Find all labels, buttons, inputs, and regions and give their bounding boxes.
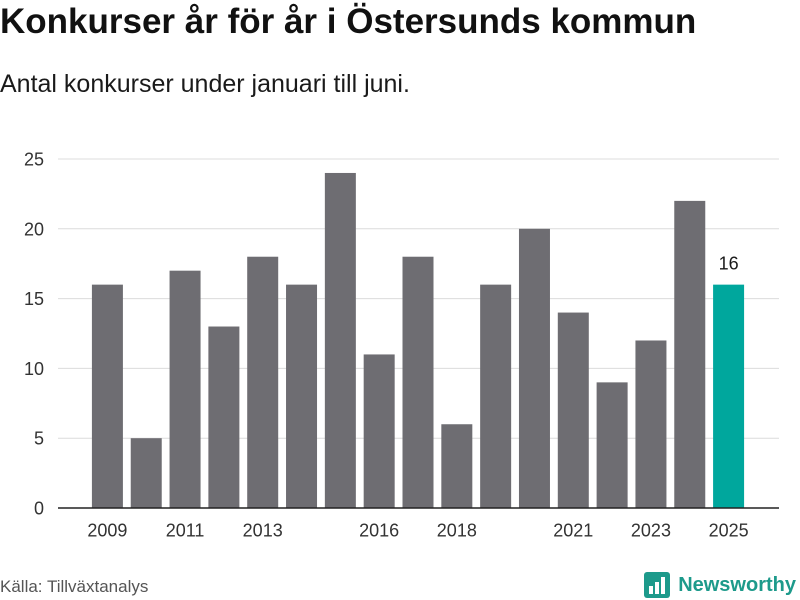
y-tick-label-20: 20 [24,219,44,239]
bars [91,172,745,509]
bar-2012 [208,326,240,508]
x-tick-label-2016: 2016 [359,521,399,541]
y-tick-label-5: 5 [34,429,44,449]
data-label-2025: 16 [719,254,739,274]
bar-2015 [324,172,356,508]
bar-2021 [557,312,589,508]
x-tick-label-2009: 2009 [87,521,127,541]
y-tick-label-15: 15 [24,289,44,309]
x-tick-label-2021: 2021 [553,521,593,541]
y-tick-label-0: 0 [34,499,44,519]
bar-2024 [674,200,706,508]
bar-2014 [286,284,318,508]
newsworthy-logo-icon [644,571,671,598]
x-axis: 2009 2011 2013 2016 2018 2021 2023 2025 [87,521,748,541]
chart-subtitle: Antal konkurser under januari till juni. [0,70,410,98]
bar-2011 [169,270,201,508]
x-tick-label-2018: 2018 [437,521,477,541]
chart-title: Konkurser år för år i Östersunds kommun [0,2,697,41]
bar-2013 [247,256,279,508]
y-axis: 0 5 10 15 20 25 [24,150,44,519]
bar-2017 [402,256,434,508]
bar-2022 [596,382,628,508]
brand-name: Newsworthy [678,573,796,596]
x-tick-label-2011: 2011 [166,521,205,541]
bar-2018 [441,424,473,508]
bar-2019 [480,284,512,508]
bar-2025 [713,284,745,508]
newsworthy-logo[interactable]: Newsworthy [644,571,796,598]
bar-2010 [130,438,162,508]
x-tick-label-2023: 2023 [631,521,671,541]
bar-2023 [635,340,667,508]
bar-2009 [91,284,123,508]
x-tick-label-2025: 2025 [709,521,749,541]
y-tick-label-10: 10 [24,359,44,379]
source-note: Källa: Tillväxtanalys [0,577,149,596]
y-tick-label-25: 25 [24,150,44,170]
x-tick-label-2013: 2013 [243,521,283,541]
bar-2016 [363,354,395,508]
bar-2020 [518,228,550,509]
